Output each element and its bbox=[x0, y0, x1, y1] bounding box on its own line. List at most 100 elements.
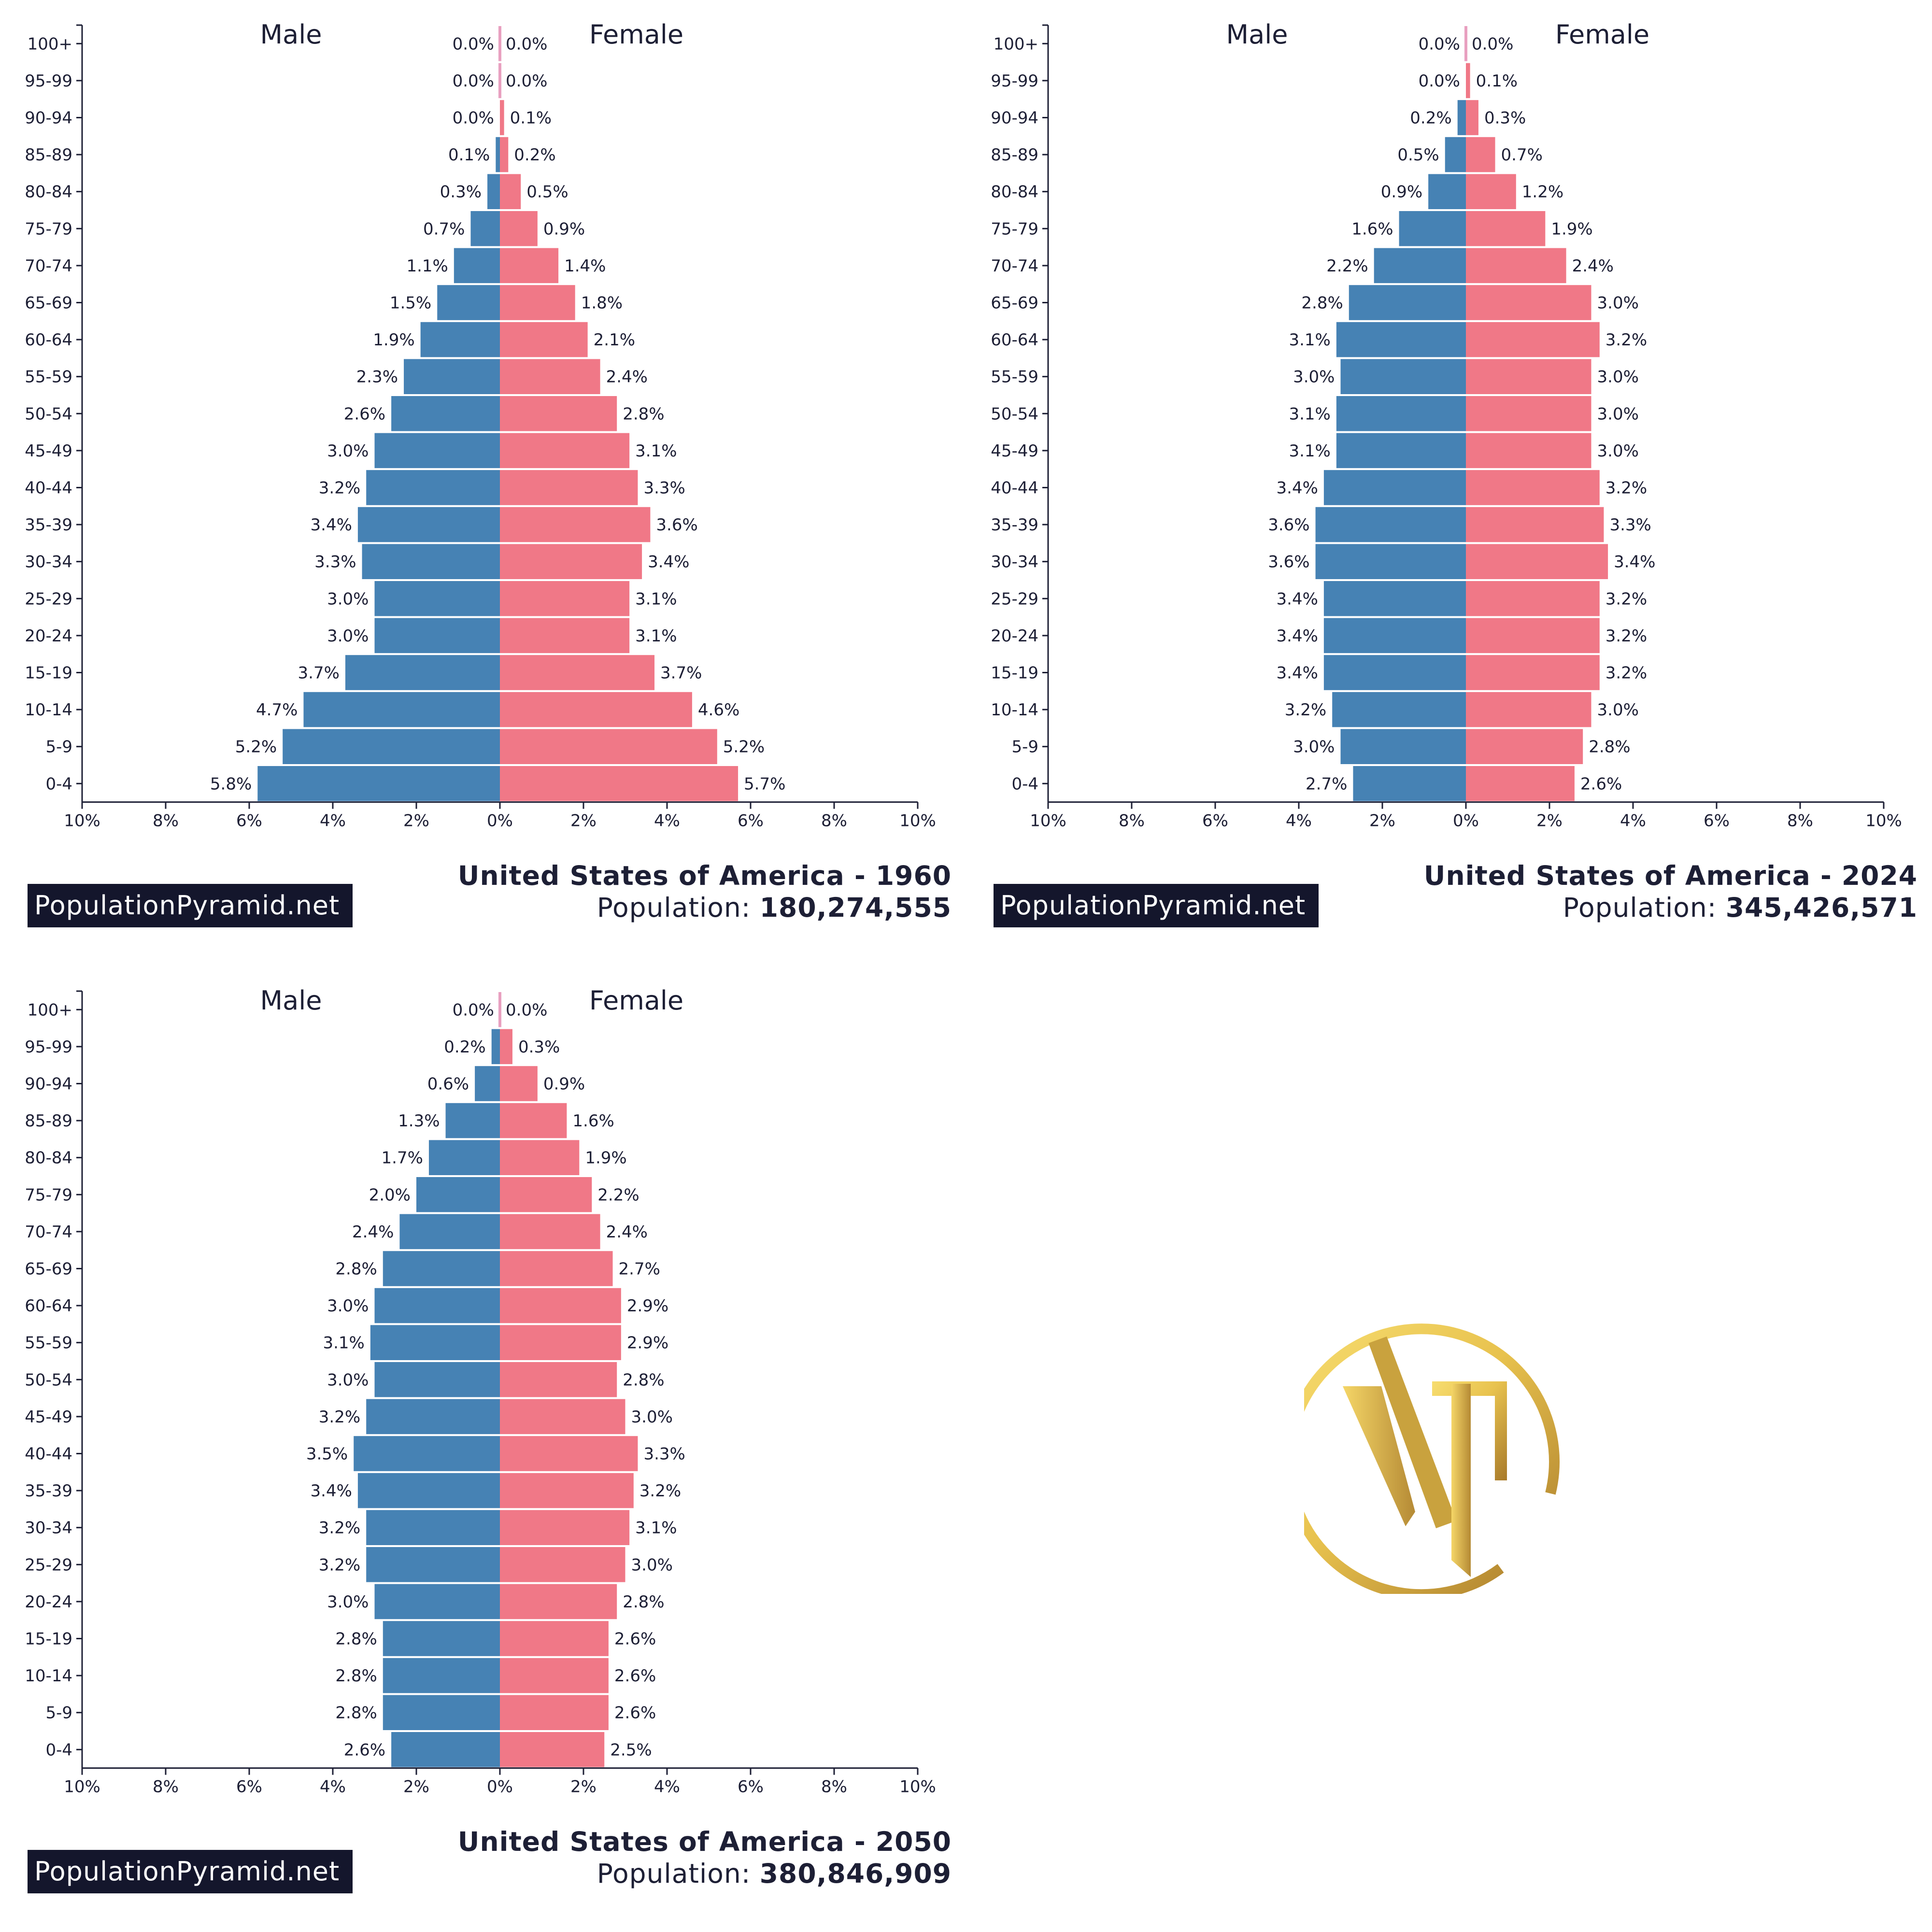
y-tick-label: 55-59 bbox=[991, 368, 1038, 387]
male-bar bbox=[1399, 211, 1466, 246]
female-value-label: 3.2% bbox=[1605, 479, 1647, 498]
male-bar bbox=[1336, 433, 1466, 469]
y-tick-label: 10-14 bbox=[25, 1666, 72, 1686]
zero-marker bbox=[1464, 26, 1467, 61]
female-value-label: 0.7% bbox=[1501, 145, 1543, 165]
y-tick-label: 15-19 bbox=[991, 664, 1038, 683]
y-tick-label: 35-39 bbox=[25, 1481, 72, 1501]
male-bar bbox=[437, 285, 500, 320]
female-value-label: 3.1% bbox=[635, 441, 677, 461]
y-tick-label: 10-14 bbox=[25, 700, 72, 720]
pyramid-chart-2024: 10% 8% 6% 4% 2% 0% 2% 4% 6% 8% 10% 0-4 2.7% 2.6% 5-9 3.… bbox=[991, 19, 1902, 831]
female-bar bbox=[500, 1251, 613, 1286]
male-value-label: 3.4% bbox=[1277, 664, 1318, 683]
female-bar bbox=[500, 359, 600, 394]
y-tick-label: 35-39 bbox=[25, 515, 72, 535]
female-bar bbox=[500, 137, 509, 172]
y-tick-label: 70-74 bbox=[991, 256, 1038, 276]
female-value-label: 3.1% bbox=[635, 626, 677, 646]
female-value-label: 3.2% bbox=[1605, 664, 1647, 683]
male-bar bbox=[366, 1399, 500, 1435]
male-bar bbox=[1340, 359, 1466, 394]
y-tick-label: 50-54 bbox=[991, 404, 1038, 424]
female-value-label: 3.0% bbox=[1597, 294, 1639, 313]
male-bar bbox=[454, 248, 500, 284]
male-value-label: 2.4% bbox=[352, 1222, 394, 1242]
female-bar bbox=[1466, 63, 1470, 99]
male-value-label: 1.6% bbox=[1351, 219, 1393, 239]
x-tick-label: 8% bbox=[153, 811, 179, 831]
female-bar bbox=[500, 1695, 609, 1730]
brand-badge[interactable]: PopulationPyramid.net bbox=[28, 884, 353, 927]
y-tick-label: 85-89 bbox=[25, 1111, 72, 1131]
y-tick-label: 55-59 bbox=[25, 368, 72, 387]
female-bar bbox=[500, 1732, 605, 1767]
y-tick-label: 20-24 bbox=[25, 1592, 72, 1612]
male-bar bbox=[1323, 655, 1466, 690]
female-bar bbox=[1466, 137, 1495, 172]
female-header: Female bbox=[589, 19, 683, 50]
x-tick-label: 6% bbox=[738, 811, 764, 831]
female-bar bbox=[500, 1140, 580, 1175]
female-value-label: 2.2% bbox=[597, 1185, 639, 1205]
y-tick-label: 5-9 bbox=[1011, 738, 1038, 757]
male-bar bbox=[1336, 396, 1466, 431]
female-value-label: 5.2% bbox=[723, 738, 765, 757]
male-bar bbox=[1315, 544, 1466, 579]
female-value-label: 3.0% bbox=[1597, 404, 1639, 424]
female-value-label: 1.9% bbox=[585, 1149, 626, 1168]
male-bar bbox=[374, 618, 500, 653]
male-header: Male bbox=[1226, 19, 1288, 50]
male-bar bbox=[303, 692, 500, 727]
female-bar bbox=[500, 1066, 538, 1101]
x-tick-label: 6% bbox=[1704, 811, 1730, 831]
y-tick-label: 25-29 bbox=[25, 1555, 72, 1575]
male-value-label: 3.6% bbox=[1268, 553, 1309, 572]
y-tick-label: 70-74 bbox=[25, 1222, 72, 1242]
logo-v-right bbox=[1368, 1336, 1457, 1529]
male-value-label: 2.7% bbox=[1306, 774, 1347, 794]
female-bar bbox=[500, 729, 717, 764]
male-bar bbox=[383, 1695, 500, 1730]
female-value-label: 3.2% bbox=[1605, 626, 1647, 646]
female-header: Female bbox=[1555, 19, 1649, 50]
female-value-label: 0.5% bbox=[526, 183, 568, 202]
male-bar bbox=[366, 1510, 500, 1545]
male-value-label: 3.2% bbox=[319, 479, 360, 498]
y-tick-label: 0-4 bbox=[45, 1740, 72, 1760]
female-value-label: 3.0% bbox=[631, 1407, 673, 1427]
female-value-label: 2.8% bbox=[1589, 738, 1630, 757]
female-bar bbox=[500, 1214, 600, 1250]
chart-title-block: United States of America - 2024 Populati… bbox=[1424, 860, 1918, 923]
x-tick-label: 0% bbox=[487, 1777, 513, 1797]
male-value-label: 3.1% bbox=[1289, 441, 1330, 461]
brand-badge[interactable]: PopulationPyramid.net bbox=[994, 884, 1319, 927]
male-bar bbox=[404, 359, 500, 394]
brand-badge[interactable]: PopulationPyramid.net bbox=[28, 1850, 353, 1893]
male-value-label: 3.4% bbox=[1277, 626, 1318, 646]
x-tick-label: 6% bbox=[738, 1777, 764, 1797]
female-value-label: 3.3% bbox=[1609, 515, 1651, 535]
female-value-label: 2.4% bbox=[606, 1222, 648, 1242]
male-value-label: 2.8% bbox=[335, 1704, 377, 1723]
female-value-label: 2.8% bbox=[623, 1592, 664, 1612]
male-bar bbox=[374, 581, 500, 616]
male-bar bbox=[374, 433, 500, 469]
male-bar bbox=[1457, 100, 1466, 135]
male-value-label: 2.8% bbox=[335, 1260, 377, 1279]
female-bar bbox=[500, 692, 692, 727]
female-bar bbox=[1466, 655, 1600, 690]
female-value-label: 5.7% bbox=[744, 774, 785, 794]
female-value-label: 1.2% bbox=[1522, 183, 1563, 202]
chart-title: United States of America - 2050 bbox=[457, 1826, 952, 1857]
male-bar bbox=[487, 174, 500, 209]
male-value-label: 2.8% bbox=[335, 1666, 377, 1686]
female-bar bbox=[500, 507, 651, 542]
zero-marker bbox=[498, 992, 501, 1027]
x-tick-label: 6% bbox=[1202, 811, 1228, 831]
y-tick-label: 10-14 bbox=[991, 700, 1038, 720]
x-tick-label: 0% bbox=[487, 811, 513, 831]
female-bar bbox=[1466, 729, 1583, 764]
male-value-label: 0.0% bbox=[1419, 34, 1460, 54]
male-value-label: 3.0% bbox=[327, 441, 369, 461]
